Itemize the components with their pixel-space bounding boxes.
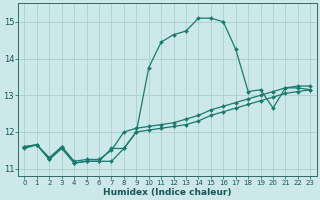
X-axis label: Humidex (Indice chaleur): Humidex (Indice chaleur) bbox=[103, 188, 232, 197]
